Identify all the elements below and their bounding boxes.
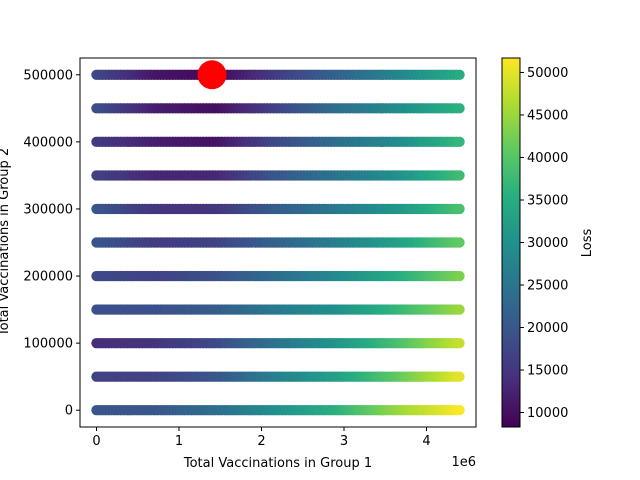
colorbar-ticks: 10000 15000 20000 25000 30000 35000 40000 45000… xyxy=(520,66,568,421)
colorbar-label: Loss xyxy=(580,229,595,258)
scatter-row xyxy=(91,270,465,282)
scatter-point xyxy=(454,136,465,148)
x-tick-label: 2 xyxy=(257,434,265,449)
scatter-point xyxy=(454,203,465,215)
scatter-row xyxy=(91,237,465,248)
colorbar-tick-label: 50000 xyxy=(527,66,568,81)
scatter-point xyxy=(454,170,465,181)
scatter-point xyxy=(454,337,465,349)
scatter-row xyxy=(91,69,465,80)
scatter-point xyxy=(454,103,465,114)
scatter-point xyxy=(454,371,465,382)
y-tick-label: 500000 xyxy=(23,68,73,83)
scatter-point xyxy=(454,69,465,80)
x-axis: 0 1 2 3 4 xyxy=(92,427,431,449)
colorbar-tick-label: 35000 xyxy=(527,193,568,208)
colorbar-tick-label: 10000 xyxy=(527,406,568,421)
x-tick-label: 4 xyxy=(422,434,430,449)
scatter-row xyxy=(91,203,465,215)
scatter-row xyxy=(91,304,465,315)
colorbar-tick-label: 30000 xyxy=(527,236,568,251)
colorbar-tick-label: 20000 xyxy=(527,321,568,336)
scatter-row xyxy=(91,136,465,148)
plot-area xyxy=(91,60,465,416)
y-tick-label: 400000 xyxy=(23,135,73,150)
y-tick-label: 100000 xyxy=(23,337,73,352)
x-tick-label: 1 xyxy=(175,434,183,449)
optimum-marker xyxy=(197,60,227,90)
y-tick-label: 0 xyxy=(65,404,73,419)
x-tick-label: 0 xyxy=(92,434,100,449)
x-tick-label: 3 xyxy=(340,434,348,449)
axes-frame xyxy=(79,57,477,428)
y-tick-label: 300000 xyxy=(23,202,73,217)
scatter-point xyxy=(454,304,465,315)
x-axis-offset-label: 1e6 xyxy=(451,455,476,470)
scatter-row xyxy=(91,371,465,382)
colorbar-tick-label: 40000 xyxy=(527,151,568,166)
colorbar: 10000 15000 20000 25000 30000 35000 40000 45000… xyxy=(501,57,595,428)
colorbar-gradient xyxy=(501,57,521,428)
scatter-row xyxy=(91,337,465,349)
scatter-row xyxy=(91,170,465,181)
scatter-row xyxy=(91,103,465,114)
colorbar-tick-label: 25000 xyxy=(527,279,568,294)
scatter-point xyxy=(454,405,465,416)
x-axis-label: Total Vaccinations in Group 1 xyxy=(183,456,372,471)
scatter-point xyxy=(454,237,465,248)
colorbar-tick-label: 15000 xyxy=(527,364,568,379)
y-tick-label: 200000 xyxy=(23,270,73,285)
colorbar-tick-label: 45000 xyxy=(527,108,568,123)
y-axis: 0 100000 200000 300000 400000 500000 xyxy=(23,68,80,419)
scatter-point xyxy=(454,270,465,282)
scatter-row xyxy=(91,405,465,416)
y-axis-label: Total Vaccinations in Group 2 xyxy=(0,148,12,337)
